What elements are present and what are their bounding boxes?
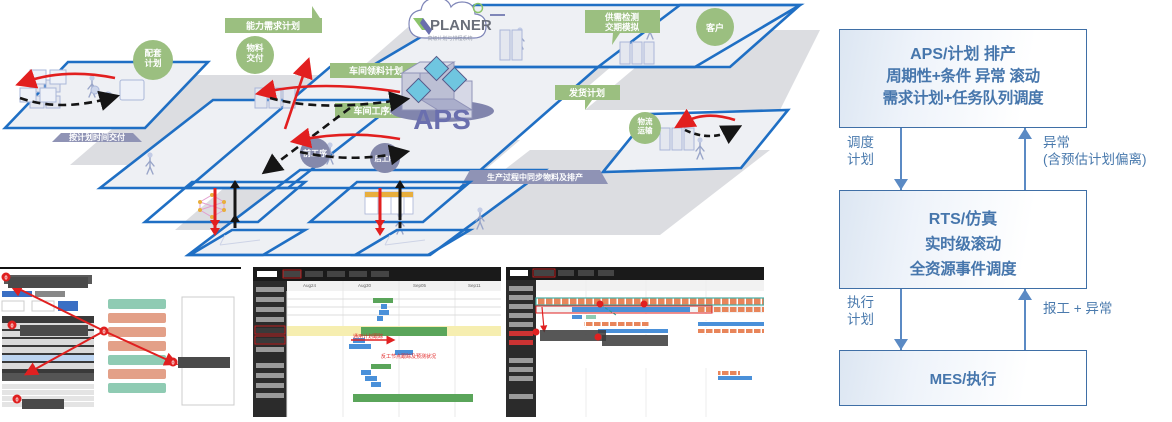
svg-text:Sep11: Sep11 bbox=[468, 283, 481, 288]
svg-text:0: 0 bbox=[15, 397, 18, 403]
svg-text:车间领料计划: 车间领料计划 bbox=[349, 65, 403, 76]
svg-text:生产过程中同步物料及排产: 生产过程中同步物料及排产 bbox=[487, 172, 583, 182]
svg-text:供需检测: 供需检测 bbox=[604, 12, 640, 22]
svg-text:0: 0 bbox=[102, 329, 105, 335]
svg-text:Sep05: Sep05 bbox=[413, 283, 427, 288]
svg-text:高级计划与排程系统: 高级计划与排程系统 bbox=[427, 35, 472, 42]
svg-text:通用计划跟踪: 通用计划跟踪 bbox=[353, 333, 383, 340]
svg-text:计划: 计划 bbox=[144, 58, 161, 68]
svg-text:发货计划: 发货计划 bbox=[568, 87, 605, 98]
svg-text:按计划时间交付: 按计划时间交付 bbox=[69, 132, 125, 142]
svg-text:能力需求计划: 能力需求计划 bbox=[246, 20, 300, 31]
svg-text:0: 0 bbox=[4, 275, 7, 281]
svg-text:客户: 客户 bbox=[705, 22, 724, 33]
svg-text:APS: APS bbox=[413, 104, 471, 135]
svg-text:Aug30: Aug30 bbox=[358, 283, 372, 288]
svg-text:运输: 运输 bbox=[638, 125, 653, 135]
svg-text:0: 0 bbox=[10, 323, 13, 329]
svg-text:配套: 配套 bbox=[144, 48, 162, 58]
svg-text:0: 0 bbox=[171, 360, 174, 366]
svg-text:反工节点跟踪及预测状况: 反工节点跟踪及预测状况 bbox=[381, 353, 436, 360]
svg-text:交付: 交付 bbox=[246, 53, 264, 63]
svg-text:PLANER: PLANER bbox=[430, 17, 492, 34]
svg-text:物料: 物料 bbox=[246, 43, 264, 53]
svg-text:交期模拟: 交期模拟 bbox=[605, 22, 640, 32]
svg-text:物流: 物流 bbox=[638, 116, 653, 126]
svg-text:Aug24: Aug24 bbox=[303, 283, 317, 288]
